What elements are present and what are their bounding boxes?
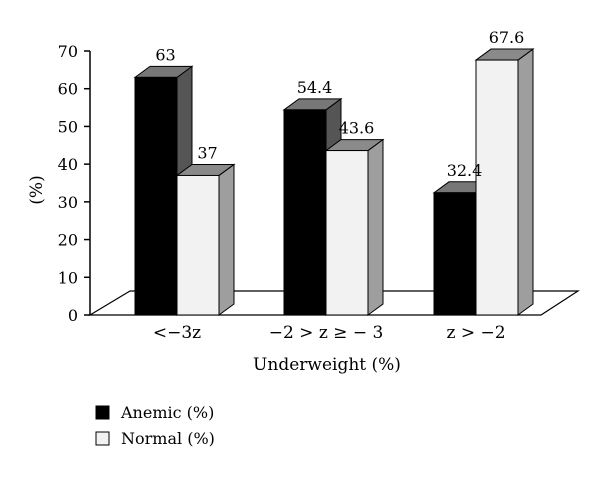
data-label: 37 — [197, 143, 217, 162]
bar-normal-0 — [175, 163, 236, 316]
legend-swatch — [95, 431, 110, 446]
data-label: 54.4 — [297, 78, 333, 97]
data-label: 63 — [155, 45, 175, 64]
data-label: 32.4 — [447, 161, 483, 180]
y-tick-label: 70 — [58, 42, 78, 61]
bar-anemic-1-front — [283, 109, 327, 316]
y-tick-label: 0 — [68, 306, 78, 325]
bar-normal-0-front — [176, 174, 220, 316]
data-label: 67.6 — [489, 28, 525, 47]
legend: Anemic (%) Normal (%) — [95, 403, 215, 448]
bar-normal-1 — [324, 138, 385, 316]
bar-normal-2-side — [517, 48, 534, 316]
y-tick-label: 50 — [58, 117, 78, 136]
x-tick-label: <−3z — [153, 323, 201, 343]
bar-anemic-2-front — [433, 192, 477, 316]
x-tick-label: z > −2 — [446, 323, 505, 343]
bar-normal-2 — [474, 48, 535, 316]
y-tick-label: 10 — [58, 268, 78, 287]
x-tick-label: −2 > z ≥ − 3 — [269, 323, 384, 343]
legend-swatch — [95, 405, 110, 420]
data-label: 43.6 — [339, 119, 375, 138]
legend-label: Normal (%) — [121, 429, 215, 448]
bar-anemic-0-front — [134, 76, 178, 316]
y-tick-label: 40 — [58, 155, 78, 174]
bar-normal-0-side — [218, 163, 235, 316]
legend-label: Anemic (%) — [120, 403, 214, 422]
y-tick-label: 20 — [58, 231, 78, 250]
x-axis-title: Underweight (%) — [253, 355, 401, 375]
y-axis-title: (%) — [27, 175, 47, 204]
bar-normal-2-front — [475, 59, 519, 316]
bar-normal-1-side — [367, 138, 384, 316]
y-tick-label: 60 — [58, 80, 78, 99]
y-tick-label: 30 — [58, 193, 78, 212]
bar-normal-1-front — [325, 150, 369, 316]
